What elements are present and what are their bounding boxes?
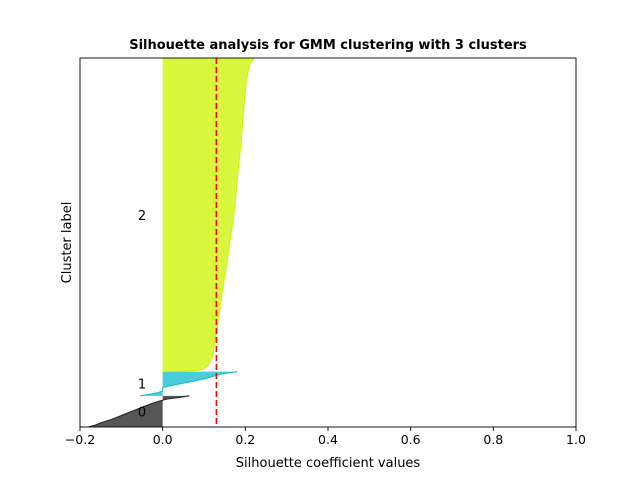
cluster-0-silhouette-edge [88,395,190,428]
cluster-1-silhouette-area [139,371,238,396]
y-axis-label: Cluster label [60,202,75,284]
cluster-2-silhouette-area [162,58,255,372]
x-tick-label: 0.0 [153,432,173,447]
x-ticks-layer: −0.2 0.0 0.2 0.4 0.6 0.8 1.0 [65,427,586,447]
plot-area-background [80,58,576,427]
x-axis-label: Silhouette coefficient values [236,456,421,471]
cluster-labels-layer: 0 1 2 [138,209,146,421]
cluster-2-silhouette-edge [162,57,255,373]
cluster-2-label: 2 [138,209,146,224]
x-tick-label: 0.2 [235,432,255,447]
cluster-0-label: 0 [138,405,146,420]
x-tick-label: 0.8 [483,432,503,447]
x-tick-label: 0.4 [318,432,338,447]
x-tick-label: 0.6 [401,432,421,447]
cluster-0-silhouette-area [88,395,190,427]
cluster-1-silhouette-edge [139,371,238,397]
cluster-1-label: 1 [138,378,146,393]
chart-title: Silhouette analysis for GMM clustering w… [129,38,527,53]
clusters-layer [88,57,255,428]
x-tick-label: −0.2 [65,432,95,447]
x-tick-label: 1.0 [566,432,586,447]
